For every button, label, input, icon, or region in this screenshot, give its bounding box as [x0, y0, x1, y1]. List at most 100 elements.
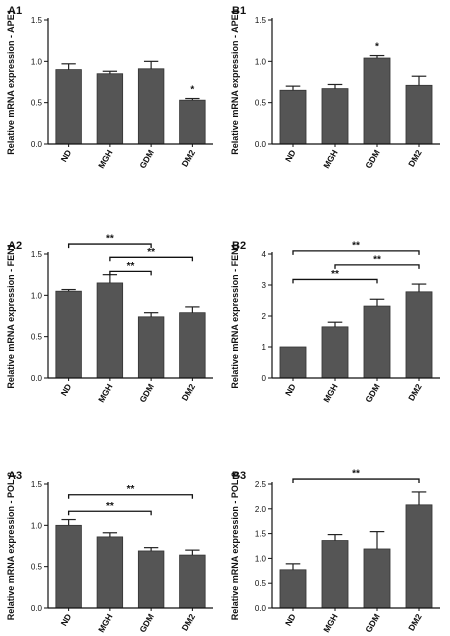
y-tick-label: 3	[262, 281, 267, 290]
significance-star: *	[190, 85, 194, 96]
y-tick-label: 2.0	[255, 505, 267, 514]
panel-label: A2	[8, 240, 22, 252]
y-tick-label: 1.5	[31, 480, 43, 489]
y-tick-label: 1.0	[31, 291, 43, 300]
panel-label: A3	[8, 470, 22, 482]
x-category-label: ND	[283, 148, 298, 164]
x-category-label: ND	[59, 382, 74, 398]
x-category-label: MGH	[321, 612, 340, 634]
x-category-label: GDM	[137, 382, 156, 404]
y-axis-label: Relative mRNA expression - APE1	[6, 9, 16, 154]
y-tick-label: 0.0	[255, 140, 267, 149]
significance-bracket	[292, 478, 420, 484]
y-tick-label: 1.0	[255, 57, 267, 66]
y-tick-label: 0	[262, 374, 267, 383]
x-category-label: GDM	[137, 612, 156, 634]
x-category-label: ND	[59, 148, 74, 164]
bar-gdm	[363, 305, 391, 379]
significance-label: **	[106, 501, 114, 512]
significance-bracket	[67, 494, 194, 499]
bar-gdm	[137, 68, 165, 145]
significance-bracket	[109, 270, 152, 276]
panel-label: B1	[232, 5, 246, 17]
y-tick-label: 2.5	[255, 480, 267, 489]
significance-bracket	[67, 243, 152, 249]
bar-nd	[55, 524, 82, 609]
x-category-label: DM2	[406, 382, 424, 403]
y-tick-label: 0.0	[31, 604, 43, 613]
y-tick-label: 1.5	[255, 530, 267, 539]
bar-gdm	[137, 316, 165, 379]
bar-gdm	[363, 548, 391, 609]
significance-label: **	[127, 261, 135, 272]
y-axis-label: Relative mRNA expression - FEN1	[6, 243, 16, 388]
y-tick-label: 1.0	[255, 554, 267, 563]
bar-mgh	[321, 540, 349, 609]
x-category-label: DM2	[179, 148, 197, 169]
significance-bracket	[292, 278, 378, 284]
bar-gdm	[363, 57, 391, 145]
y-tick-label: 1.0	[31, 521, 43, 530]
x-category-label: MGH	[321, 148, 340, 170]
y-tick-label: 1.0	[31, 57, 43, 66]
x-category-label: GDM	[137, 148, 156, 170]
significance-label: **	[331, 269, 339, 280]
x-category-label: MGH	[96, 612, 115, 634]
significance-label: **	[106, 234, 114, 245]
significance-label: **	[127, 484, 135, 495]
y-tick-label: 0.5	[31, 99, 43, 108]
y-tick-label: 0.0	[31, 374, 43, 383]
y-tick-label: 0.5	[31, 563, 43, 572]
significance-bracket	[67, 510, 152, 516]
panel-label: B3	[232, 470, 246, 482]
y-axis-label: Relative mRNA expression - POL β	[6, 471, 16, 620]
x-category-label: ND	[283, 612, 298, 628]
y-tick-label: 0.5	[31, 333, 43, 342]
bar-dm2	[179, 312, 206, 379]
x-category-label: ND	[59, 612, 74, 628]
significance-bracket	[109, 256, 194, 262]
significance-label: **	[147, 247, 155, 258]
significance-label: **	[373, 254, 381, 265]
y-tick-label: 0.0	[31, 140, 43, 149]
y-tick-label: 0.0	[255, 604, 267, 613]
x-category-label: MGH	[96, 382, 115, 404]
y-tick-label: 1	[262, 343, 267, 352]
y-tick-label: 1.5	[255, 16, 267, 25]
bar-nd	[279, 569, 307, 609]
bar-dm2	[405, 504, 433, 609]
bar-mgh	[96, 536, 124, 609]
y-tick-label: 4	[262, 250, 267, 259]
panel-label: A1	[8, 5, 22, 17]
bar-mgh	[321, 326, 349, 379]
x-category-label: MGH	[321, 382, 340, 404]
y-tick-label: 2	[262, 312, 267, 321]
y-tick-label: 0.5	[255, 99, 267, 108]
x-category-label: GDM	[363, 382, 382, 404]
significance-star: *	[375, 42, 379, 53]
bar-mgh	[321, 88, 349, 145]
y-axis-label: Relative mRNA expression - POL β	[230, 471, 240, 620]
x-category-label: DM2	[179, 382, 197, 403]
bar-dm2	[179, 99, 206, 145]
bar-nd	[279, 346, 307, 379]
y-tick-label: 0.5	[255, 579, 267, 588]
bar-dm2	[179, 554, 206, 609]
significance-bracket	[334, 264, 420, 269]
significance-label: **	[352, 240, 360, 251]
x-category-label: GDM	[363, 148, 382, 170]
x-category-label: GDM	[363, 612, 382, 634]
bar-dm2	[405, 84, 433, 145]
y-tick-label: 1.5	[31, 16, 43, 25]
significance-bracket	[292, 250, 420, 255]
bar-nd	[55, 69, 82, 145]
x-category-label: DM2	[406, 612, 424, 633]
bar-dm2	[405, 291, 433, 379]
panel-label: B2	[232, 240, 246, 252]
